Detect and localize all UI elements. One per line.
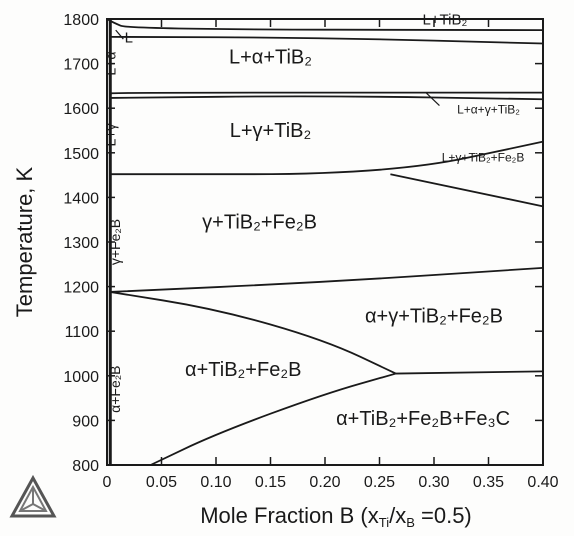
y-tick-label: 1100 [65,324,100,341]
y-axis-title: Temperature, K [12,166,37,317]
x-tick-label: 0.35 [473,474,504,491]
region-label: L+γ+TiB₂ [230,120,312,142]
y-tick-label: 1600 [63,101,99,118]
region-label: L+TiB₂ [422,11,467,28]
region-label: γ+TiB₂+Fe₂B [202,212,317,234]
region-label: L+γ+TiB₂+Fe₂B [442,151,525,165]
x-axis-title-sub-b: B [406,515,415,530]
region-label: α+TiB₂+Fe₂B+Fe₃C [336,408,510,430]
region-labels: L+TiB₂ L L+α L+α+TiB₂ L+α+γ+TiB₂ L+γ L+γ+TiB₂ L… [103,11,525,430]
x-axis-title-sub-ti: Ti [379,515,389,530]
region-label: α+TiB₂+Fe₂B [185,359,301,381]
region-label: α+Fe₂B [107,365,123,412]
boundary-alpha-gamma-upper [110,266,544,293]
region-label: γ+Fe₂B [107,219,123,265]
x-axis-title: Mole Fraction B (xTi/xB =0.5) [200,503,472,530]
boundary-liquidus-top [106,18,544,32]
boundary-fe3c-line [395,370,544,375]
region-label: L+α [103,52,119,76]
thermo-calc-triangle-icon [9,474,57,518]
region-label: α+γ+TiB₂+Fe₂B [365,305,503,327]
boundary-lines [106,18,544,466]
boundary-l-alpha-lower [109,91,543,95]
x-tick-label: 0.05 [146,474,177,491]
label-pointer-line [425,92,440,106]
axis-ticks: 0 0.05 0.10 0.15 0.20 0.25 0.30 0.35 0.40 800 900 1… [63,12,558,491]
boundary-gamma-fe2b-lower [390,173,544,208]
region-label: L+γ [103,123,119,146]
x-tick-label: 0.25 [364,474,395,491]
y-tick-label: 900 [72,413,99,430]
x-tick-label: 0.40 [527,474,558,491]
region-label: L+α+TiB₂ [229,47,312,69]
boundary-liquidus-ti-b2 [109,35,544,45]
y-tick-label: 1700 [63,57,99,74]
x-tick-label: 0.10 [200,474,231,491]
y-tick-label: 1400 [63,190,99,207]
y-tick-label: 1200 [63,280,99,297]
region-label: L+α+γ+TiB₂ [457,103,520,117]
boundary-fe3c-curve [150,372,397,466]
plot-frame [106,18,544,466]
y-tick-label: 1800 [63,12,99,29]
y-tick-label: 1300 [63,235,99,252]
x-tick-label: 0.15 [255,474,286,491]
x-tick-label: 0.30 [418,474,449,491]
y-tick-label: 1500 [63,146,99,163]
y-tick-label: 1000 [63,369,99,386]
boundary-gamma-fe2b-upper [110,140,544,176]
y-tick-label: 800 [72,458,99,475]
boundary-l-gamma-upper [110,95,544,101]
boundary-alpha-fe2b-curve [110,291,397,375]
x-tick-label: 0.20 [309,474,340,491]
x-tick-label: 0 [103,474,112,491]
label-pointer-line [115,29,124,40]
x-axis-title-end: =0.5) [415,503,472,528]
x-axis-title-mid: /x [389,503,406,528]
region-label: L [125,30,133,47]
x-axis-title-main: Mole Fraction B (x [200,503,379,528]
